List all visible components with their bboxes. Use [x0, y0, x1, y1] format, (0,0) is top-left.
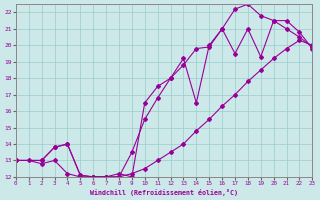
X-axis label: Windchill (Refroidissement éolien,°C): Windchill (Refroidissement éolien,°C): [90, 189, 238, 196]
